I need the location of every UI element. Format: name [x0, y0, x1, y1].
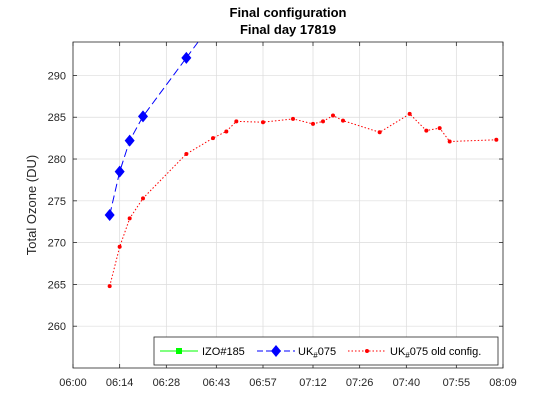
data-point	[184, 152, 189, 157]
data-point	[114, 165, 125, 178]
y-tick-label: 275	[48, 196, 66, 208]
y-tick-label: 260	[48, 321, 66, 333]
data-point	[211, 136, 215, 141]
x-tick-label: 07:40	[393, 377, 421, 389]
data-point	[224, 129, 229, 134]
legend-marker-uk075	[271, 345, 281, 357]
legend-label-uk075-old: UK#075 old config.	[390, 346, 481, 360]
y-tick-label: 290	[48, 70, 66, 82]
series-1	[104, 41, 199, 222]
x-tick-label: 06:00	[59, 377, 87, 389]
legend-label-uk075-old-main: UK	[390, 346, 406, 358]
legend-label-izo185: IZO#185	[202, 346, 245, 358]
legend-label-uk075-old-sub: #	[405, 351, 410, 360]
series-line	[109, 113, 497, 287]
data-point	[261, 120, 265, 125]
series-2	[107, 111, 499, 289]
data-point	[127, 216, 132, 221]
chart-title: Final configuration	[230, 5, 347, 20]
data-point	[494, 137, 499, 142]
grid	[72, 42, 504, 368]
y-tick-label: 285	[48, 112, 66, 124]
x-tick-label: 06:14	[106, 377, 134, 389]
data-point	[138, 110, 148, 123]
data-point	[104, 209, 115, 222]
y-tick-label: 265	[48, 279, 66, 291]
data-point	[117, 244, 122, 249]
y-tick-label: 280	[48, 154, 66, 166]
x-tick-label: 07:12	[299, 377, 327, 389]
legend-box	[153, 336, 499, 366]
x-tick-label: 07:55	[443, 377, 471, 389]
data-point	[424, 128, 429, 133]
x-tick-label: 06:43	[203, 377, 231, 389]
y-axis-label: Total Ozone (DU)	[24, 155, 39, 255]
data-point	[291, 116, 295, 121]
data-point	[447, 139, 452, 144]
x-tick-label: 06:57	[249, 377, 277, 389]
data-point	[341, 118, 345, 123]
data-point	[437, 126, 442, 131]
data-point	[407, 111, 412, 116]
plot-area	[73, 42, 503, 368]
axis-ticks: 06:00 06:14 06:28 06:43 06:57 07:12 07:26 07:40…	[48, 42, 517, 389]
data-point	[124, 134, 135, 147]
legend-label-uk075: UK#075	[298, 346, 336, 360]
x-tick-label: 06:28	[153, 377, 181, 389]
chart-subtitle: Final day 17819	[240, 22, 336, 37]
data-point	[234, 119, 239, 124]
data-point	[311, 121, 315, 126]
data-point	[141, 196, 145, 201]
x-tick-label: 07:26	[346, 377, 374, 389]
legend-label-uk075-main: UK	[298, 346, 314, 358]
data-point	[181, 51, 192, 64]
data-point	[331, 113, 335, 118]
data-point	[107, 284, 112, 289]
legend-marker-uk075-old	[365, 349, 369, 353]
legend: IZO#185 UK#075 UK#075 old config.	[153, 336, 499, 366]
y-tick-label: 270	[48, 238, 66, 250]
data-series	[104, 41, 499, 289]
legend-label-uk075-old-tail: 075 old config.	[410, 346, 482, 358]
data-point	[321, 119, 325, 124]
plot-frame	[72, 41, 504, 369]
legend-marker-izo185	[176, 348, 182, 354]
legend-label-uk075-tail: 075	[318, 346, 336, 358]
data-point	[377, 130, 382, 135]
legend-label-uk075-sub: #	[313, 351, 318, 360]
x-tick-label: 08:09	[489, 377, 517, 389]
